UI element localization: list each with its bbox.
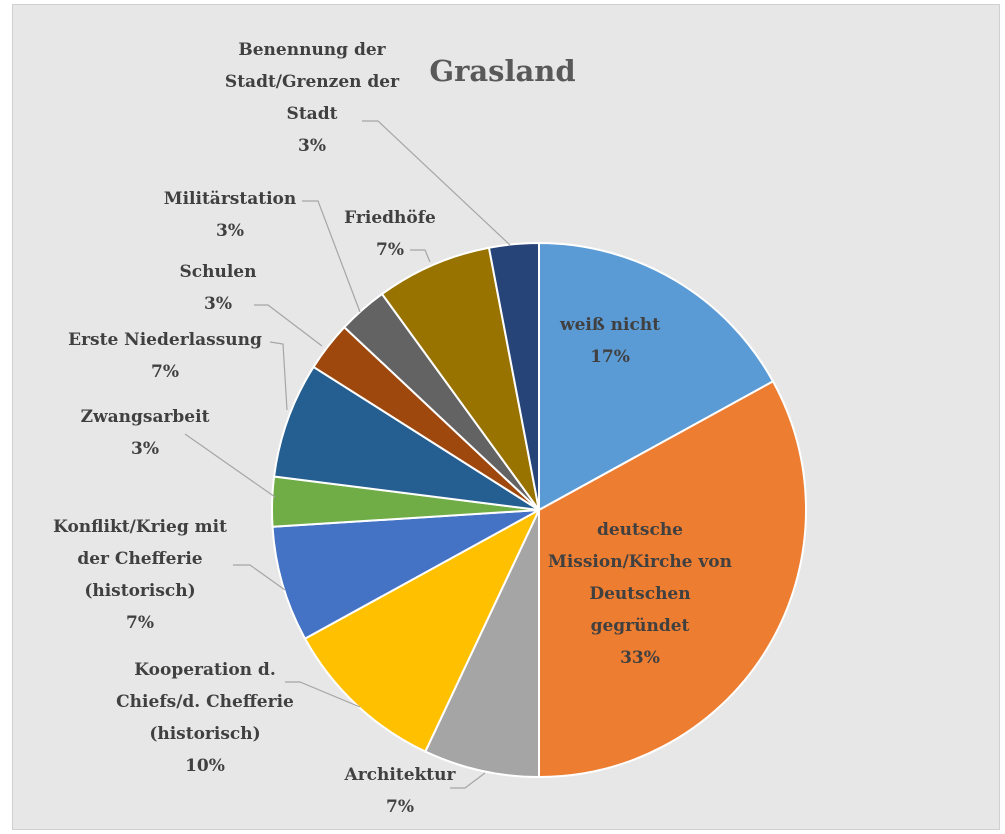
value-label: 7% — [376, 240, 404, 260]
pie-slice — [487, 241, 540, 511]
value-label: 3% — [216, 221, 244, 241]
data-label: Militärstation 3% — [145, 183, 315, 247]
pie-slice — [272, 365, 540, 511]
leader-line — [302, 200, 361, 313]
category-label: Kooperation d. Chiefs/d. Chefferie (hist… — [116, 660, 294, 744]
data-label: Friedhöfe 7% — [325, 202, 455, 266]
value-label: 7% — [126, 613, 154, 633]
data-label: Benennung der Stadt/Grenzen der Stadt 3% — [222, 34, 402, 162]
category-label: Architektur — [344, 765, 456, 785]
leader-line — [285, 681, 361, 708]
leader-line — [269, 341, 288, 411]
value-label: 3% — [204, 294, 232, 314]
category-label: Konflikt/Krieg mit der Chefferie (histor… — [53, 517, 227, 601]
value-label: 17% — [590, 347, 630, 367]
leader-line — [410, 249, 431, 263]
category-label: Militärstation — [163, 189, 297, 209]
value-label: 10% — [185, 756, 225, 776]
value-label: 3% — [298, 136, 326, 156]
pie-slice — [303, 507, 542, 753]
value-label: 33% — [620, 648, 660, 668]
category-label: deutsche Mission/Kirche von Deutschen ge… — [548, 520, 732, 636]
category-label: weiß nicht — [559, 315, 661, 335]
pie-slice — [423, 509, 540, 779]
data-label: Architektur 7% — [325, 759, 475, 823]
data-label: Konflikt/Krieg mit der Chefferie (histor… — [40, 511, 240, 639]
data-label: Schulen 3% — [138, 256, 298, 320]
data-label: Zwangsarbeit 3% — [55, 401, 235, 465]
chart-title: Grasland — [429, 54, 576, 88]
leader-line — [362, 120, 511, 246]
value-label: 7% — [151, 362, 179, 382]
category-label: Friedhöfe — [344, 208, 436, 228]
category-label: Benennung der Stadt/Grenzen der Stadt — [224, 40, 400, 124]
pie-slice — [380, 246, 540, 511]
leader-line — [184, 433, 276, 498]
data-label: deutsche Mission/Kirche von Deutschen ge… — [540, 514, 740, 674]
data-label: weiß nicht 17% — [520, 309, 700, 373]
category-label: Erste Niederlassung — [68, 330, 262, 350]
leader-line — [450, 772, 486, 789]
category-label: Zwangsarbeit — [80, 407, 210, 427]
value-label: 3% — [131, 439, 159, 459]
pie-slice — [538, 380, 807, 779]
leader-line — [233, 564, 286, 591]
pie-slice — [271, 509, 540, 640]
data-label: Erste Niederlassung 7% — [45, 324, 285, 388]
data-label: Kooperation d. Chiefs/d. Chefferie (hist… — [110, 654, 300, 782]
leader-line — [254, 304, 323, 347]
category-label: Schulen — [179, 262, 257, 282]
value-label: 7% — [386, 797, 414, 817]
pie-slice — [538, 241, 775, 512]
